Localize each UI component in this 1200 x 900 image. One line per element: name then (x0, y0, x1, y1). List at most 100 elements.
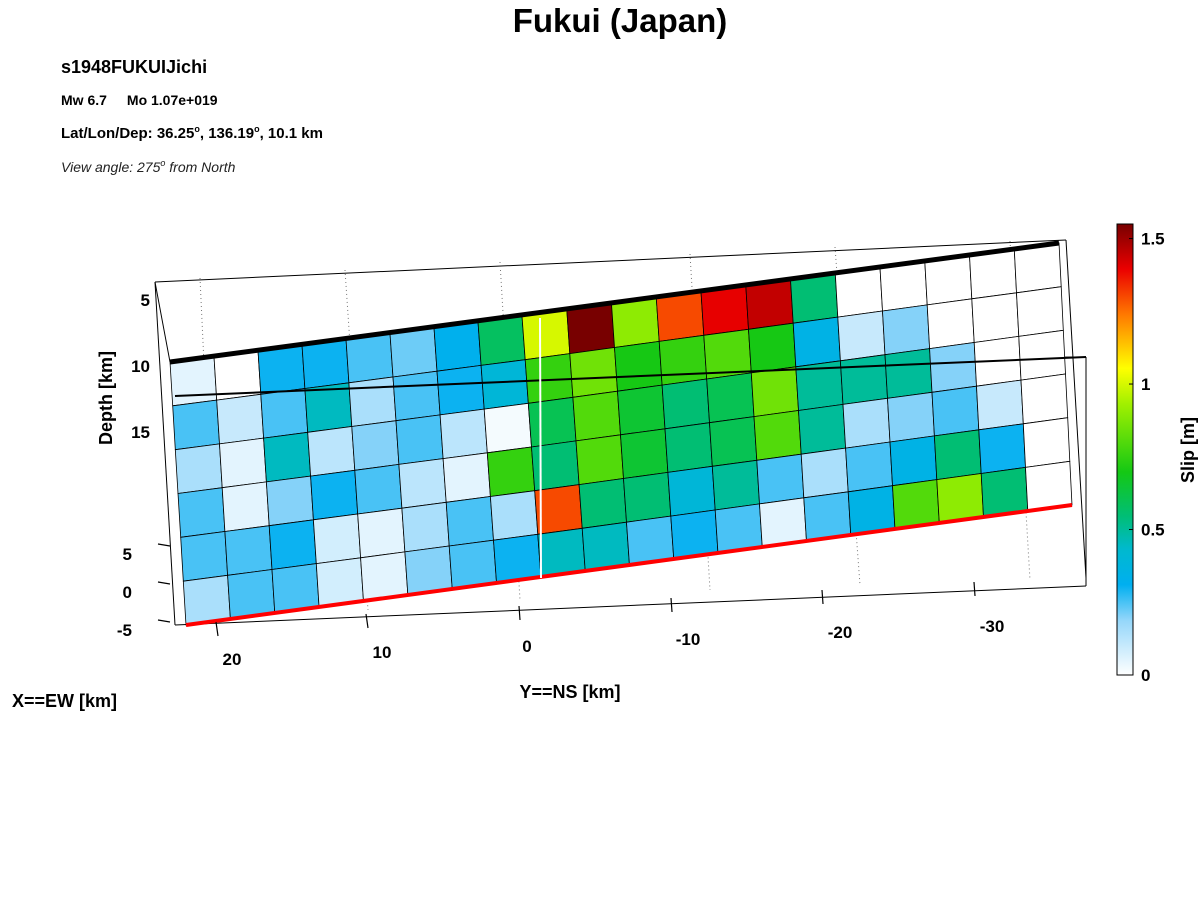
x-tick-label: -5 (117, 621, 132, 640)
slip-cell (180, 531, 229, 582)
slip-cell (933, 429, 982, 481)
slip-cell (800, 447, 849, 499)
x-tick-label: 5 (123, 545, 132, 564)
slip-cell (706, 372, 755, 424)
location-line: Lat/Lon/Dep: 36.25o, 136.19o, 10.1 km (61, 124, 323, 142)
slip-cell (700, 285, 749, 336)
y-tick-mark (215, 621, 219, 637)
slip-cell (271, 563, 320, 614)
slip-cell (172, 399, 220, 451)
slip-cell (531, 440, 580, 492)
slip-cell (477, 315, 526, 366)
y-tick-label: -30 (980, 617, 1005, 636)
slip-cell (354, 463, 403, 515)
x-tick-mark (157, 619, 171, 623)
slip-cell (709, 416, 758, 467)
magnitude-value: Mw 6.7 (61, 92, 107, 108)
y-tick-mark (821, 589, 824, 605)
slip-cell (398, 458, 447, 509)
colorbar-tick-label: 1 (1141, 375, 1150, 394)
slip-cell (566, 303, 615, 355)
slip-cell (575, 434, 624, 486)
slip-cell (521, 309, 571, 361)
depth-axis-label: Depth [km] (96, 351, 116, 445)
slip-cell (1018, 329, 1066, 381)
slip-cell (834, 266, 883, 318)
slip-cell (748, 322, 797, 374)
slip-cell (527, 396, 577, 448)
y-tick-label: 20 (223, 650, 242, 669)
slip-cell (268, 519, 317, 570)
slip-cell (790, 272, 839, 324)
slip-cell (307, 426, 356, 477)
axis-ticks: 20 10 0 -10 -20 -30 5 0 -5 5 10 15 Y==NS [km] X==EW [… (12, 291, 1004, 711)
chart-title: Fukui (Japan) (512, 2, 728, 39)
y-tick-label: 10 (373, 643, 392, 662)
slip-cell (661, 378, 710, 430)
slip-cell (845, 441, 893, 493)
slip-cell (664, 422, 713, 473)
slip-cell (976, 379, 1024, 431)
moment-value: Mo 1.07e+019 (126, 92, 218, 108)
y-axis-label: Y==NS [km] (519, 682, 620, 702)
slip-cell (395, 414, 444, 465)
slip-cell (655, 291, 705, 342)
slip-cell (614, 340, 663, 392)
colorbar: 1.5 1 0.5 0 Slip [m] (1116, 223, 1198, 685)
slip-cell (445, 496, 494, 547)
slip-cell (971, 292, 1020, 343)
degree-mark: o (194, 124, 200, 134)
location-suffix: , 10.1 km (259, 125, 323, 142)
slip-cell (667, 465, 716, 517)
slip-cell (617, 384, 666, 436)
slip-cell (756, 453, 805, 505)
slip-cell (224, 525, 273, 576)
y-tick-label: -10 (676, 630, 701, 649)
slip-cell (436, 364, 485, 416)
slip-cell (623, 471, 672, 523)
slip-cell (486, 446, 536, 497)
fault-top-edge (169, 240, 1060, 365)
slip-cell (750, 366, 799, 418)
location-mid: , 136.19 (199, 125, 255, 142)
slip-cell (1025, 460, 1073, 512)
slip-cell (174, 443, 223, 494)
slip-cell (924, 254, 973, 306)
y-tick-mark (670, 597, 673, 613)
slip-cell (257, 344, 306, 395)
slip-cell (1022, 417, 1071, 468)
segment-gap (539, 317, 542, 579)
slip-cell (216, 393, 265, 445)
slip-cell (753, 410, 802, 461)
slip-cell (480, 359, 529, 410)
slip-cell (879, 260, 928, 312)
slip-cell (177, 487, 226, 538)
x-tick-label: 0 (123, 583, 132, 602)
slip-cell (442, 452, 491, 503)
slip-cell (221, 481, 270, 532)
box-edge (1065, 239, 1087, 579)
slip-cell (889, 435, 938, 487)
slip-cell (357, 507, 406, 559)
slip-cell (842, 397, 891, 449)
slip-cell (401, 501, 450, 553)
slip-cell (265, 475, 314, 527)
plot-box-front (169, 240, 1087, 627)
slip-cell (745, 279, 794, 330)
slip-cell (572, 390, 621, 442)
slip-cell (798, 403, 847, 455)
slip-cell (569, 347, 618, 398)
event-id: s1948FUKUIJichi (61, 57, 208, 77)
degree-mark: o (254, 124, 260, 134)
slip-cell (1020, 373, 1069, 425)
slip-cell (310, 469, 359, 521)
slip-cell (392, 370, 441, 422)
fault-bottom-edge (185, 503, 1073, 627)
slip-cell (892, 479, 940, 530)
view-prefix: View angle: 275 (61, 159, 161, 175)
slip-cell (348, 376, 397, 427)
x-tick-mark (157, 543, 171, 547)
slip-cell (926, 298, 975, 350)
slip-cell (611, 297, 660, 348)
slip-cell (882, 304, 931, 356)
